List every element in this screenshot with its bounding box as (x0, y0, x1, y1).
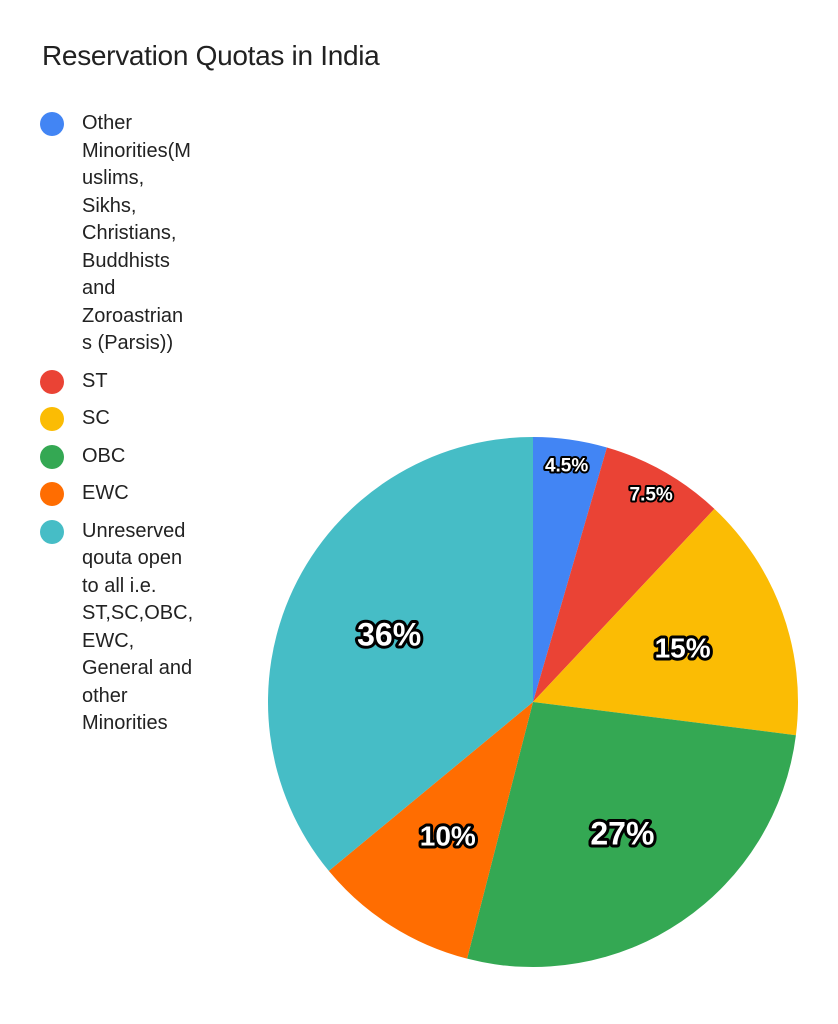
slice-label-obc: 27% (590, 816, 654, 852)
legend-swatch (40, 112, 64, 136)
pie-slice-ewc (328, 702, 533, 959)
legend-item-ewc: EWC (40, 480, 220, 508)
pie-slice-sc (533, 508, 798, 736)
legend-label: SC (82, 407, 110, 429)
legend-swatch (40, 519, 64, 544)
legend-item-unreserved: Unreserved qouta open to all i.e. ST,SC,… (40, 518, 220, 738)
legend-swatch (40, 407, 64, 431)
legend-swatch (40, 369, 64, 394)
pie-slice-other-minorities (533, 437, 607, 702)
pie-slice-unreserved (268, 437, 533, 871)
slice-label-unreserved: 36% (357, 616, 421, 652)
legend: Other Minorities(M uslims, Sikhs, Christ… (40, 110, 220, 748)
slice-label-sc: 15% (655, 633, 711, 664)
legend-label: Unreserved qouta open to all i.e. ST,SC,… (82, 519, 194, 735)
legend-swatch (40, 444, 64, 469)
legend-label: OBC (82, 444, 126, 467)
legend-label: EWC (82, 482, 129, 504)
chart-title: Reservation Quotas in India (42, 40, 380, 71)
legend-item-other-minorities: Other Minorities(M uslims, Sikhs, Christ… (40, 110, 220, 358)
slice-label-st: 7.5% (630, 484, 673, 505)
legend-item-obc: OBC (40, 443, 220, 471)
legend-label: Other Minorities(M uslims, Sikhs, Christ… (82, 112, 191, 354)
legend-label: ST (82, 369, 108, 392)
slice-label-ewc: 10% (420, 821, 476, 852)
pie-slice-st (533, 447, 715, 702)
legend-swatch (40, 482, 64, 506)
legend-item-st: ST (40, 368, 220, 396)
legend-item-sc: SC (40, 405, 220, 433)
slice-label-other-minorities: 4.5% (545, 455, 588, 476)
pie-slice-obc (467, 702, 796, 967)
